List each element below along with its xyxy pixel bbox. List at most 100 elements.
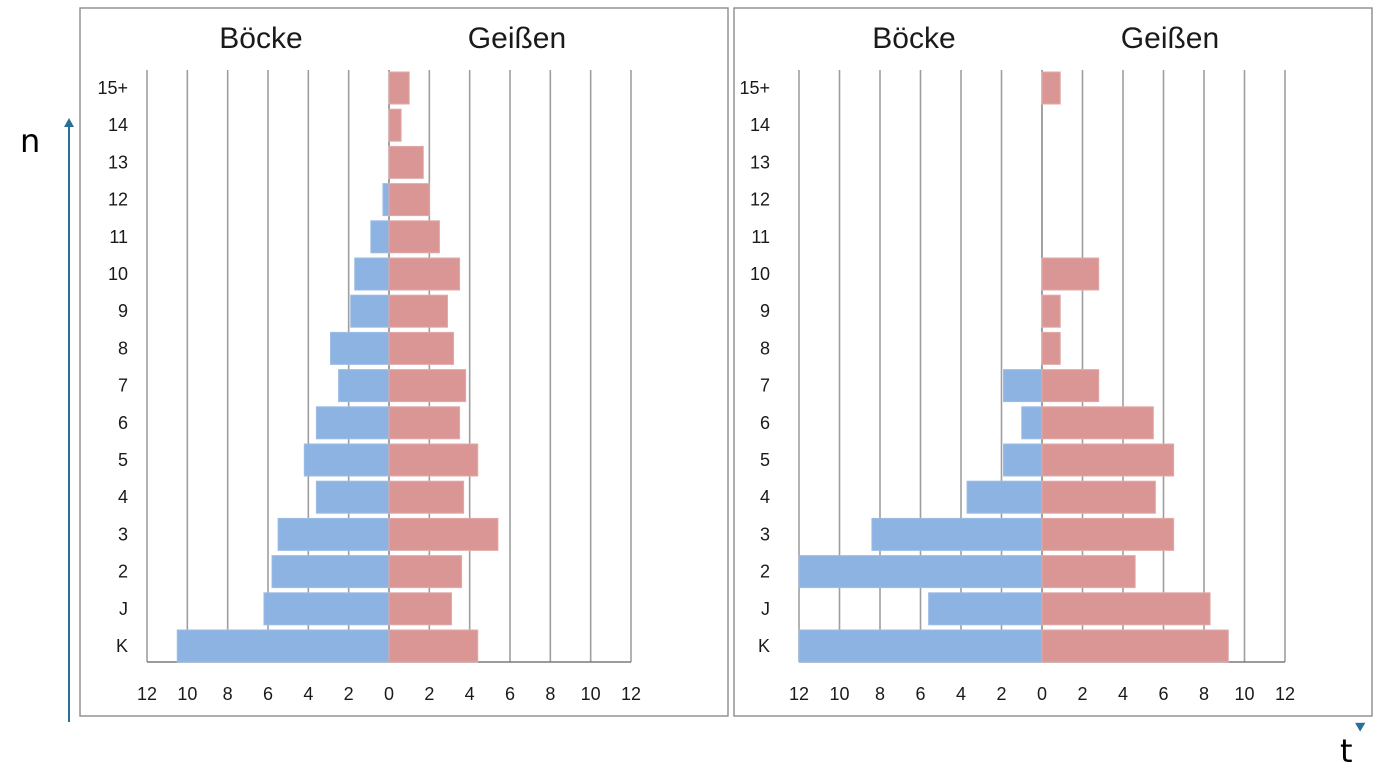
bar-boecke: [338, 369, 390, 403]
bar-geissen: [388, 145, 424, 179]
bar-geissen: [388, 480, 465, 514]
category-label: 8: [118, 338, 128, 358]
x-tick-label: 2: [344, 684, 354, 704]
bar-geissen: [388, 220, 440, 254]
header-right: Geißen: [468, 22, 566, 55]
category-label: K: [758, 636, 770, 656]
x-tick-label: 4: [1118, 684, 1128, 704]
x-tick-label: 8: [875, 684, 885, 704]
bar-boecke: [798, 555, 1043, 589]
category-label: 2: [118, 562, 128, 582]
category-label: 7: [118, 376, 128, 396]
bar-boecke: [1003, 443, 1043, 477]
category-label: 6: [118, 413, 128, 433]
bar-geissen: [388, 443, 479, 477]
pyramid-panel-1: 12 10 8 6 4 2 0 2 4 6 8 10 12 Böcke Geißen KJ 2 3 4 5 6 7 8 9 10…: [79, 7, 729, 717]
category-label: 6: [760, 413, 770, 433]
category-label: 5: [760, 450, 770, 470]
x-tick-label: 2: [996, 684, 1006, 704]
x-tick-label: 2: [1077, 684, 1087, 704]
header-right: Geißen: [1121, 22, 1219, 55]
x-tick-label: 12: [621, 684, 641, 704]
x-tick-label: 12: [1275, 684, 1295, 704]
category-label: 9: [118, 301, 128, 321]
category-label: 10: [108, 264, 128, 284]
header-left: Böcke: [872, 22, 955, 55]
axis-letter-n: n: [20, 122, 41, 160]
bar-boecke: [966, 480, 1043, 514]
category-label: 4: [760, 487, 770, 507]
bar-geissen: [1041, 71, 1061, 105]
x-tick-label: 2: [424, 684, 434, 704]
category-label: K: [116, 636, 128, 656]
bar-boecke: [315, 406, 390, 440]
frame-arrow-up: [64, 118, 74, 127]
category-label: 3: [118, 524, 128, 544]
bar-boecke: [303, 443, 390, 477]
x-tick-label: 4: [956, 684, 966, 704]
bar-boecke: [263, 592, 390, 626]
bar-boecke: [315, 480, 390, 514]
x-tick-label: 6: [915, 684, 925, 704]
bar-boecke: [382, 183, 390, 217]
x-tick-label: 4: [465, 684, 475, 704]
category-label: 14: [108, 115, 128, 135]
category-label: 3: [760, 524, 770, 544]
category-label: 12: [108, 190, 128, 210]
bar-geissen: [388, 517, 499, 551]
category-label: J: [119, 599, 128, 619]
category-label: 8: [760, 338, 770, 358]
bar-geissen: [1041, 294, 1061, 328]
x-tick-label: 6: [263, 684, 273, 704]
bar-boecke: [1021, 406, 1043, 440]
category-label: 14: [750, 115, 770, 135]
bar-geissen: [388, 294, 448, 328]
x-tick-label: 4: [303, 684, 313, 704]
category-label: 4: [118, 487, 128, 507]
bar-geissen: [388, 108, 402, 142]
bar-geissen: [388, 629, 479, 663]
x-tick-label: 10: [177, 684, 197, 704]
bar-geissen: [388, 406, 461, 440]
x-tick-label: 12: [789, 684, 809, 704]
category-label: 10: [750, 264, 770, 284]
bar-geissen: [1041, 592, 1211, 626]
bar-geissen: [1041, 369, 1100, 403]
x-tick-label: 6: [505, 684, 515, 704]
x-tick-label: 8: [545, 684, 555, 704]
category-label: 2: [760, 562, 770, 582]
bar-boecke: [370, 220, 390, 254]
frame-line-left: [68, 126, 70, 722]
bar-geissen: [1041, 517, 1175, 551]
bar-geissen: [1041, 406, 1154, 440]
bar-boecke: [871, 517, 1043, 551]
bar-geissen: [388, 369, 467, 403]
bar-geissen: [388, 257, 461, 291]
x-tick-label: 8: [223, 684, 233, 704]
x-tick-label: 10: [581, 684, 601, 704]
axis-letter-t: t: [1340, 732, 1353, 770]
header-left: Böcke: [219, 22, 302, 55]
category-label: 7: [760, 376, 770, 396]
bar-geissen: [388, 555, 463, 589]
bar-boecke: [350, 294, 390, 328]
category-label: 13: [108, 152, 128, 172]
category-label: 11: [751, 227, 770, 247]
bar-geissen: [1041, 629, 1229, 663]
x-tick-label: 8: [1199, 684, 1209, 704]
category-label: 9: [760, 301, 770, 321]
category-label: 15+: [97, 78, 128, 98]
category-label: J: [761, 599, 770, 619]
bar-boecke: [354, 257, 390, 291]
bar-boecke: [928, 592, 1043, 626]
bar-geissen: [1041, 331, 1061, 365]
bar-boecke: [1003, 369, 1043, 403]
bar-boecke: [330, 331, 390, 365]
bar-geissen: [1041, 443, 1175, 477]
bar-boecke: [271, 555, 390, 589]
bar-boecke: [176, 629, 390, 663]
bar-boecke: [277, 517, 390, 551]
bar-geissen: [1041, 480, 1156, 514]
pyramid-panel-2: 12 10 8 6 4 2 0 2 4 6 8 10 12 Böcke Geißen KJ 2 3 4 5 6 7 8 9 10…: [733, 7, 1373, 717]
